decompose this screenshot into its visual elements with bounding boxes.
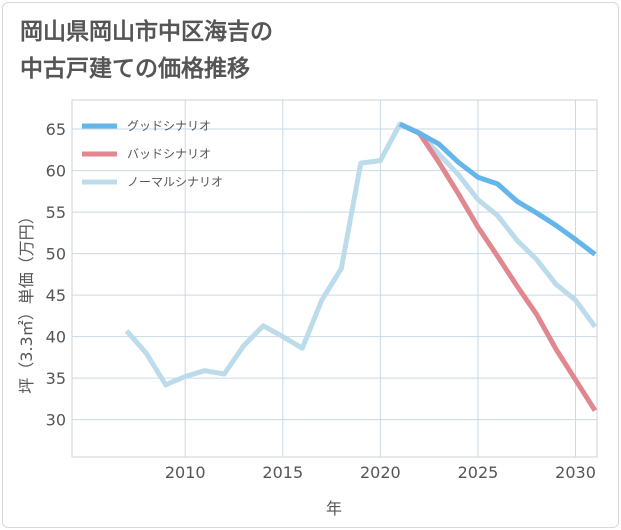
y-tick-label-55: 55	[46, 203, 66, 222]
series-line-good	[398, 121, 597, 257]
x-tick-label-2020: 2020	[360, 463, 401, 482]
legend-label-bad: バッドシナリオ	[127, 147, 211, 161]
series-line-normal	[124, 121, 597, 388]
x-tick-label-2010: 2010	[165, 463, 206, 482]
legend-label-good: グッドシナリオ	[127, 119, 211, 133]
chart-title-line-2: 中古戸建ての価格推移	[20, 56, 250, 82]
legend-label-normal: ノーマルシナリオ	[127, 175, 223, 189]
y-tick-label-30: 30	[46, 411, 66, 430]
grid-lines	[72, 100, 597, 457]
tick-labels: 2010 2015 2020 2025 2030 30 35 40 45 50 55 60 65	[46, 120, 596, 482]
y-tick-label-50: 50	[46, 245, 66, 264]
y-tick-label-40: 40	[46, 328, 66, 347]
y-tick-label-35: 35	[46, 369, 66, 388]
x-tick-label-2025: 2025	[458, 463, 499, 482]
y-tick-label-45: 45	[46, 286, 66, 305]
chart-title: 岡山県岡山市中区海吉の 中古戸建ての価格推移	[20, 14, 273, 88]
series-line-bad	[398, 121, 597, 412]
x-tick-label-2030: 2030	[555, 463, 596, 482]
y-tick-label-65: 65	[46, 120, 66, 139]
x-tick-label-2015: 2015	[262, 463, 303, 482]
y-axis-title: 坪（3.3㎡）単価（万円）	[17, 208, 36, 393]
y-tick-label-60: 60	[46, 162, 66, 181]
chart-title-line-1: 岡山県岡山市中区海吉の	[20, 19, 273, 45]
data-series	[124, 121, 597, 412]
x-axis-title: 年	[326, 499, 342, 518]
